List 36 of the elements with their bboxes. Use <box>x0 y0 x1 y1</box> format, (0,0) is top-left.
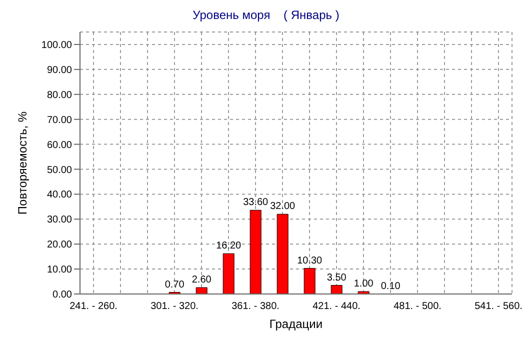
y-tick-label: 50.00 <box>46 164 72 176</box>
bar <box>276 214 288 294</box>
y-tick-label: 70.00 <box>46 114 72 126</box>
y-tick-label: 20.00 <box>46 240 72 251</box>
y-axis-title: Повторяемость, % <box>15 111 30 215</box>
data-label: 3.50 <box>326 272 347 284</box>
data-label: 32.00 <box>270 201 296 212</box>
y-tick-label: 80.00 <box>46 90 72 101</box>
y-tick-label: 60.00 <box>46 140 72 151</box>
data-label: 33.60 <box>243 197 269 208</box>
data-label: 1.00 <box>354 278 374 290</box>
data-label: 0.10 <box>380 280 401 292</box>
bar <box>304 268 316 294</box>
x-tick-label: 421. - 440. <box>312 301 360 312</box>
y-tick-label: 10.00 <box>46 264 72 276</box>
x-tick-label: 241. - 260. <box>70 301 118 312</box>
y-tick-label: 100.00 <box>41 40 72 52</box>
x-axis-title: Градации <box>269 317 323 331</box>
data-label: 10.30 <box>297 255 323 266</box>
y-tick-label: 30.00 <box>46 214 72 226</box>
y-tick-label: 0.00 <box>52 290 72 301</box>
bar <box>250 210 262 294</box>
data-label: 0.70 <box>164 279 185 290</box>
bar <box>358 291 370 294</box>
data-label: 16.20 <box>216 240 242 252</box>
x-tick-label: 301. - 320. <box>150 301 198 312</box>
y-tick-label: 90.00 <box>46 64 72 76</box>
bar <box>330 285 342 294</box>
y-tick-label: 40.00 <box>46 190 72 201</box>
bar <box>222 253 234 294</box>
chart-title: Уровень моря ( Январь ) <box>192 8 340 24</box>
x-tick-label: 541. - 560. <box>474 301 522 312</box>
data-label: 2.60 <box>192 274 212 286</box>
bar <box>196 287 208 294</box>
x-tick-label: 481. - 500. <box>394 301 442 312</box>
x-tick-label: 361. - 380. <box>232 301 280 312</box>
